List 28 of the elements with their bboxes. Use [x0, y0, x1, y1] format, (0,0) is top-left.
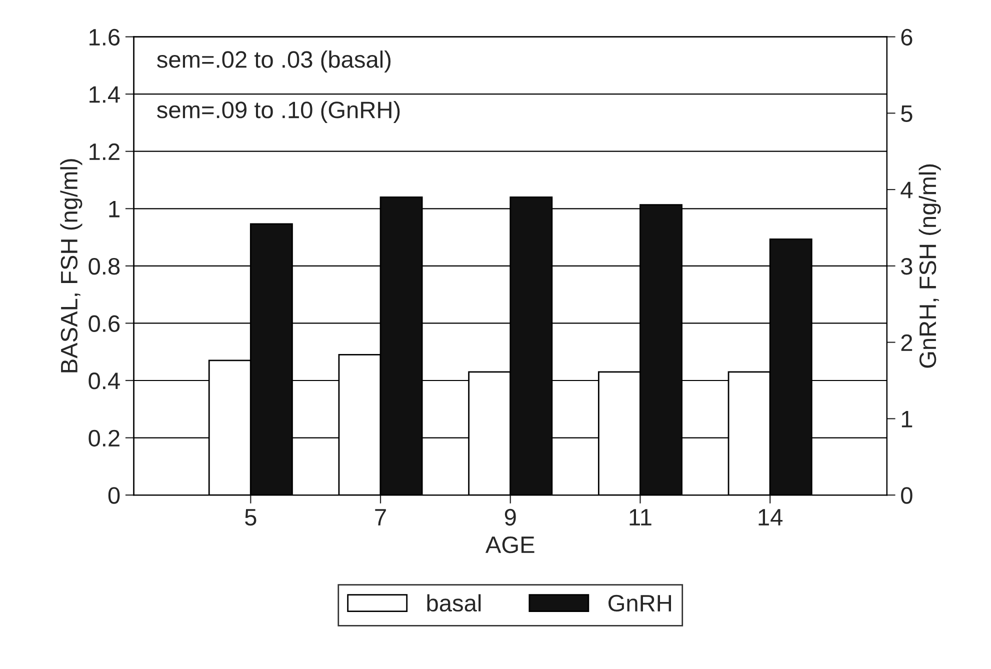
y2-tick-label: 5: [901, 105, 912, 122]
y-tick-label: 0.6: [88, 315, 120, 332]
x-axis-title: AGE: [485, 536, 534, 554]
y2-tick-label: 1: [902, 410, 912, 428]
y2-tick-label: 3: [901, 258, 912, 275]
y-tick-label: 0: [108, 487, 120, 504]
annotation: sem=.09 to .10 (GnRH): [157, 100, 400, 123]
y-tick-label: 1: [109, 200, 120, 218]
y-tick-label: 1.2: [90, 143, 120, 160]
y-tick-label: 1.4: [90, 86, 120, 103]
x-tick-label: 9: [504, 508, 516, 526]
y-tick-label: 1.6: [90, 28, 120, 46]
x-tick-label: 14: [758, 509, 783, 526]
y-axis-title: BASAL, FSH (ng/ml): [60, 159, 82, 372]
x-tick-label: 7: [375, 509, 386, 526]
legend-label: basal: [427, 594, 481, 612]
annotation: sem=.02 to .03 (basal): [157, 50, 390, 73]
y2-tick-label: 6: [901, 28, 912, 46]
x-tick-label: 11: [630, 509, 652, 526]
y2-axis-title: GnRH, FSH (ng/ml): [918, 164, 941, 368]
y-tick-label: 0.4: [88, 372, 120, 390]
y-tick-label: 0.2: [88, 430, 120, 447]
y-tick-label: 0.8: [88, 258, 120, 275]
y2-tick-label: 0: [901, 487, 912, 504]
legend-label: GnRH: [608, 594, 671, 612]
y2-tick-label: 2: [901, 334, 912, 351]
x-tick-label: 5: [245, 509, 256, 526]
y2-tick-label: 4: [900, 182, 913, 198]
